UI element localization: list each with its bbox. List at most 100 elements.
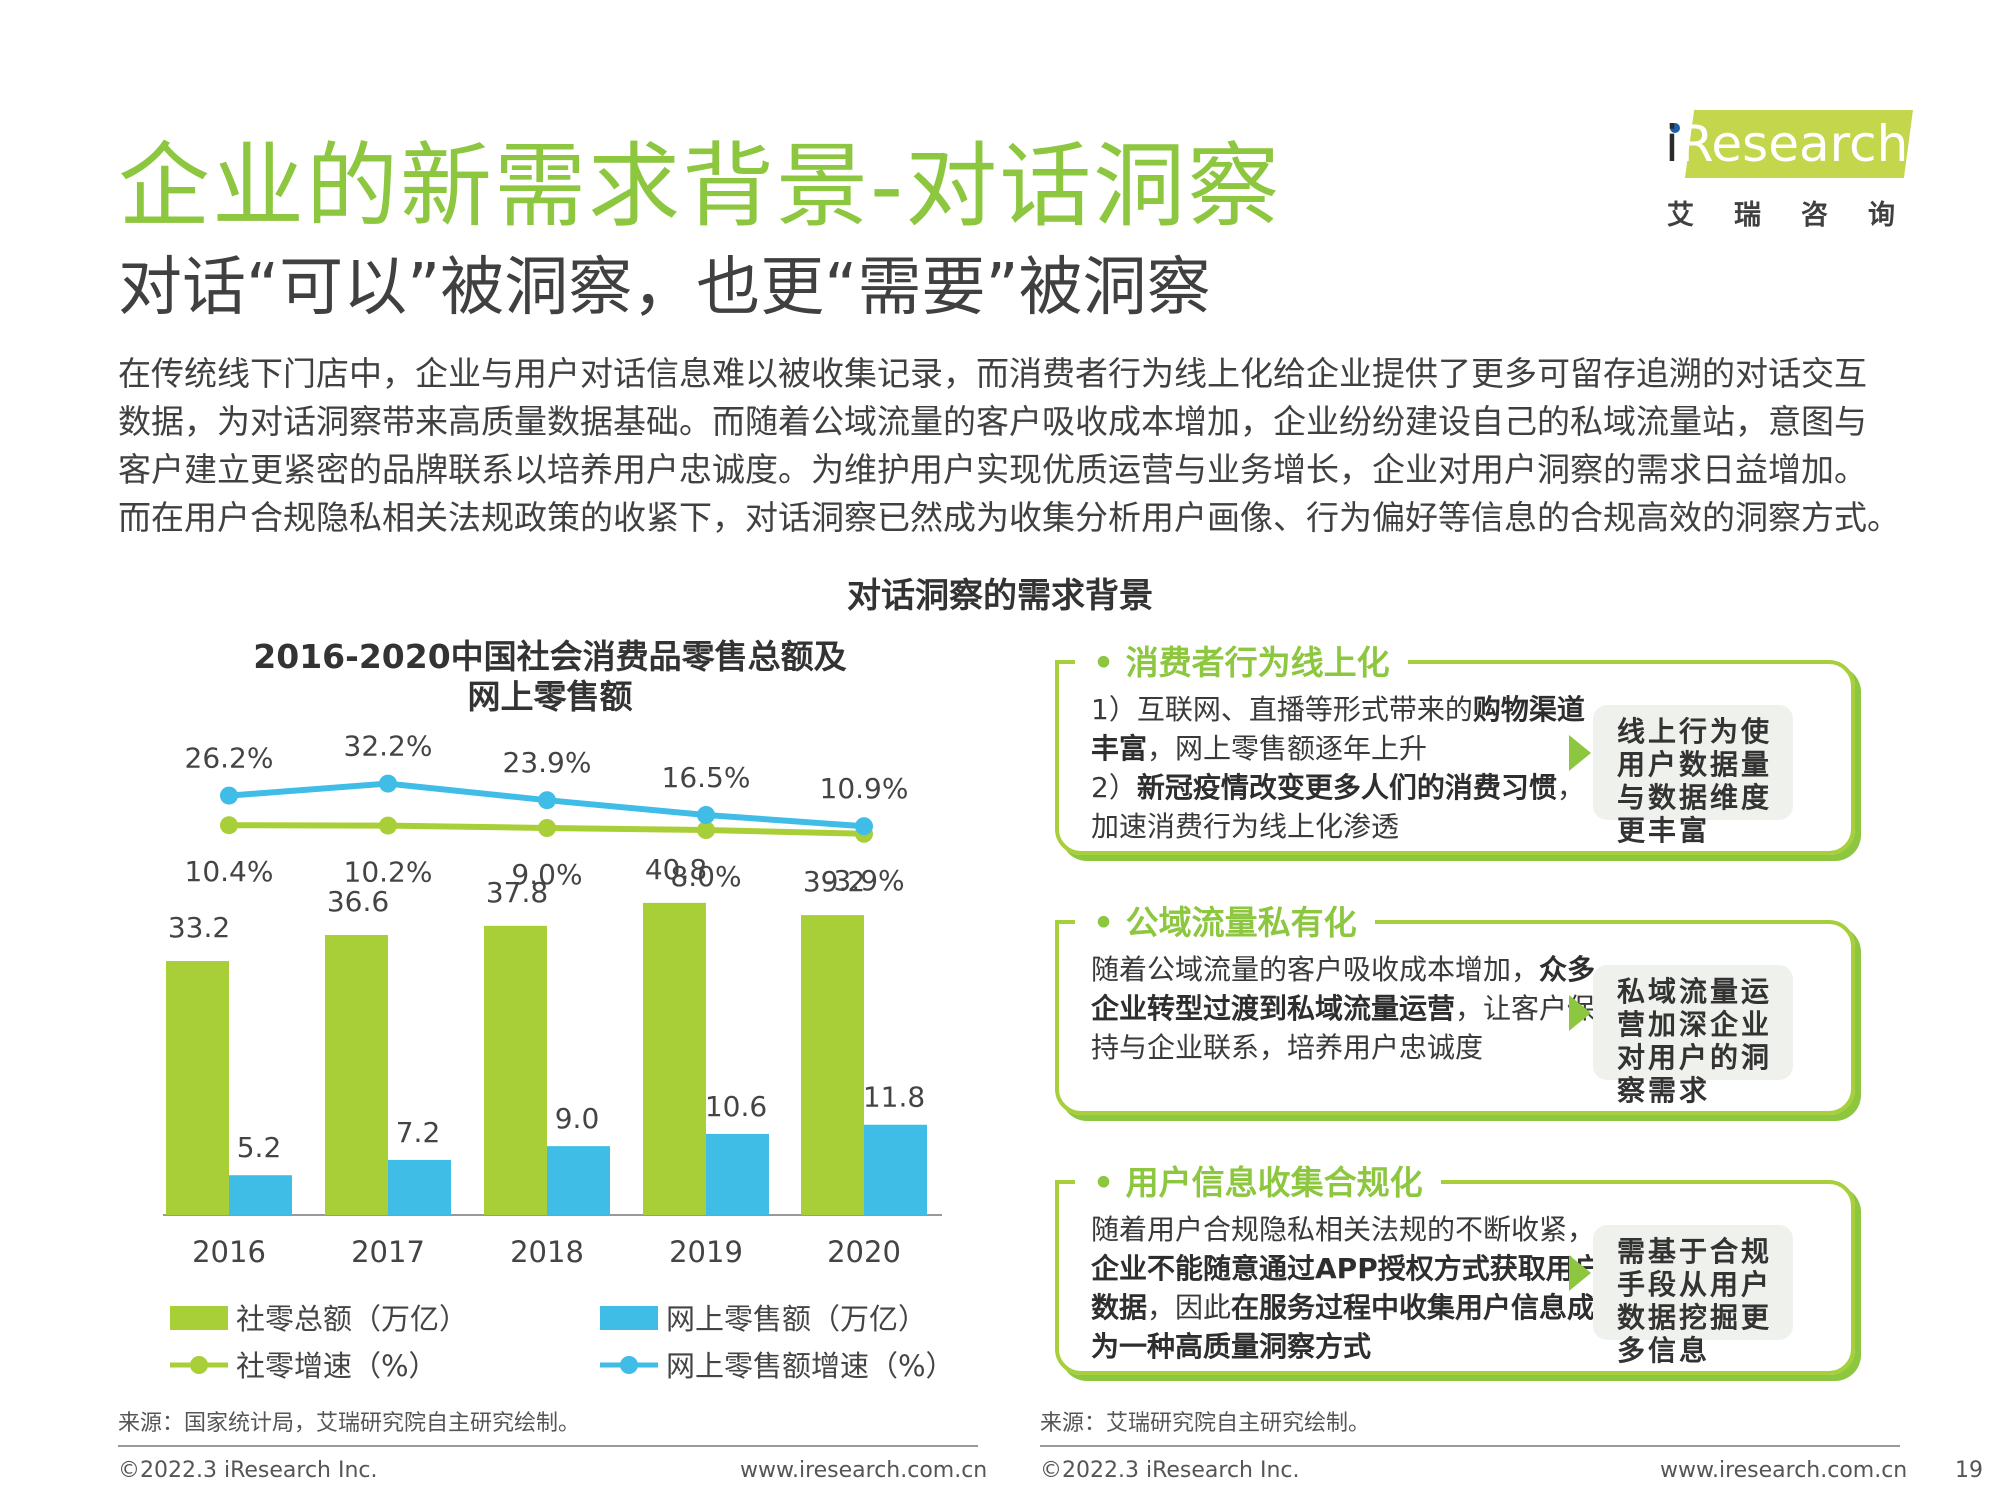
line-data-label: 9.0%: [511, 858, 582, 891]
legend-label: 社零总额（万亿）: [236, 1302, 468, 1336]
intro-line: 在传统线下门店中，企业与用户对话信息难以被收集记录，而消费者行为线上化给企业提供…: [118, 354, 1867, 393]
logo-wordmark: iResearch: [1665, 115, 1908, 173]
card-body-segment: 众多企业转型过渡到私域流量运营: [1091, 953, 1596, 1025]
line-point: [379, 774, 397, 793]
line-data-label: -3.9%: [823, 864, 904, 897]
card-heading: • 消费者行为线上化: [1075, 636, 1408, 684]
divider: [118, 1445, 978, 1447]
line-data-label: 10.4%: [185, 855, 274, 888]
source-note-right: 来源：艾瑞研究院自主研究绘制。: [1040, 1411, 1371, 1436]
card-body: 随着公域流量的客户吸收成本增加，众多企业转型过渡到私域流量运营，让客户保持与企业…: [1091, 950, 1611, 1067]
bar-data-label: 11.8: [863, 1081, 925, 1114]
arrow-right-icon: [1569, 1255, 1591, 1291]
card-heading: • 公域流量私有化: [1075, 896, 1375, 944]
legend-label: 网上零售额（万亿）: [666, 1302, 927, 1336]
line-point: [697, 821, 715, 839]
line-point: [538, 819, 556, 837]
card-frame: [1055, 920, 1855, 1115]
copyright-left: ©2022.3 iResearch Inc.: [118, 1458, 378, 1483]
line-data-label: 26.2%: [185, 742, 274, 775]
copyright-right: ©2022.3 iResearch Inc.: [1040, 1458, 1300, 1483]
card-consumer-online: • 消费者行为线上化 1）互联网、直播等形式带来的购物渠道丰富，网上零售额逐年上…: [1055, 636, 1855, 855]
line-data-label: 10.9%: [820, 772, 909, 805]
intro-line: 而在用户合规隐私相关法规政策的收紧下，对话洞察已然成为收集分析用户画像、行为偏好…: [118, 498, 1900, 537]
website-link-right[interactable]: www.iresearch.com.cn: [1660, 1458, 1908, 1483]
card-tag: 需基于合规手段从用户数据挖掘更多信息: [1569, 1225, 1793, 1367]
card-body-segment: 2）: [1091, 771, 1137, 804]
bar-data-label: 40.8: [645, 853, 707, 886]
logo-cn-text: 艾瑞咨询: [1667, 200, 1935, 231]
bar-data-label: 10.6: [705, 1090, 767, 1123]
card-compliance: • 用户信息收集合规化 随着用户合规隐私相关法规的不断收紧， 企业不能随意通过AP…: [1055, 1156, 1855, 1375]
line-data-label: 16.5%: [662, 761, 751, 794]
line-point: [697, 806, 715, 824]
card-tag: 私域流量运营加深企业对用户的洞察需求: [1569, 965, 1793, 1107]
legend-marker: [620, 1356, 638, 1374]
line-data-label: 10.2%: [344, 856, 433, 889]
logo-i: i: [1665, 115, 1679, 173]
intro-line: 客户建立更紧密的品牌联系以培养用户忠诚度。为维护用户实现优质运营与业务增长，企业…: [118, 450, 1867, 489]
card-body-segment: ，加速消费行为线上化渗透: [1091, 771, 1585, 843]
card-frame: [1055, 1180, 1855, 1375]
intro-line: 数据，为对话洞察带来高质量数据基础。而随着公域流量的客户吸收成本增加，企业纷纷建…: [118, 402, 1867, 441]
logo-background: [1685, 110, 1913, 178]
arrow-right-icon: [1569, 735, 1591, 771]
legend-marker: [190, 1356, 208, 1374]
bar-data-label: 7.2: [396, 1116, 441, 1149]
bar-online: [388, 1159, 451, 1215]
line-point: [220, 816, 238, 835]
line-data-label: 32.2%: [344, 730, 433, 763]
chart-title: 2016-2020中国社会消费品零售总额及: [253, 637, 846, 676]
bar-data-label: 9.0: [555, 1102, 600, 1135]
x-tick-label: 2016: [192, 1235, 266, 1269]
x-tick-label: 2019: [669, 1235, 743, 1269]
card-tag-text: 线上行为使用户数据量与数据维度更丰富: [1617, 715, 1773, 847]
bar-data-label: 5.2: [237, 1131, 282, 1164]
x-tick-label: 2018: [510, 1235, 584, 1269]
x-tick-label: 2017: [351, 1235, 425, 1269]
logo-dot: [1670, 123, 1680, 133]
page-subtitle: 对话“可以”被洞察，也更“需要”被洞察: [118, 251, 1211, 325]
line-data-label: 8.0%: [670, 860, 741, 893]
page-title: 企业的新需求背景-对话洞察: [118, 133, 1282, 240]
bar-total: [484, 925, 547, 1215]
card-heading: • 用户信息收集合规化: [1075, 1156, 1441, 1204]
arrow-right-icon: [1569, 995, 1591, 1031]
line-point: [855, 817, 873, 836]
bar-online: [229, 1175, 292, 1215]
bar-total: [801, 915, 864, 1215]
bar-data-label: 33.2: [168, 911, 230, 944]
line-point: [220, 786, 238, 805]
card-tag-text: 需基于合规手段从用户数据挖掘更多信息: [1617, 1235, 1773, 1367]
website-link-left[interactable]: www.iresearch.com.cn: [740, 1458, 988, 1483]
legend-swatch: [170, 1306, 228, 1330]
card-tag-text: 私域流量运营加深企业对用户的洞察需求: [1617, 975, 1773, 1107]
card-body-segment: 新冠疫情改变更多人们的消费习惯: [1136, 771, 1557, 804]
legend-swatch: [600, 1306, 658, 1330]
card-body-segment: 在服务过程中收集用户信息成为一种高质量洞察方式: [1091, 1291, 1596, 1363]
legend-label: 网上零售额增速（%）: [666, 1349, 955, 1383]
bar-total: [166, 961, 229, 1215]
card-private-traffic: • 公域流量私有化 随着公域流量的客户吸收成本增加，众多企业转型过渡到私域流量运…: [1055, 896, 1855, 1115]
line-point: [538, 791, 556, 810]
card-body: 随着用户合规隐私相关法规的不断收紧， 企业不能随意通过APP授权方式获取用户数据，…: [1091, 1210, 1611, 1366]
card-body-segment: 企业不能随意通过APP授权方式获取用户数据: [1091, 1252, 1602, 1324]
bar-data-label: 39.2: [803, 865, 865, 898]
iresearch-logo: iResearch 艾瑞咨询: [1665, 105, 1915, 235]
x-tick-label: 2020: [827, 1235, 901, 1269]
bar-total: [643, 902, 706, 1215]
line-data-label: 23.9%: [503, 746, 592, 779]
card-tag: 线上行为使用户数据量与数据维度更丰富: [1569, 705, 1793, 847]
bar-online: [706, 1133, 769, 1215]
divider: [1040, 1445, 1900, 1447]
bar-online: [547, 1146, 610, 1215]
card-frame: [1055, 660, 1855, 855]
card-body-segment: 购物渠道丰富: [1091, 693, 1585, 765]
page-number: 19: [1955, 1458, 1983, 1483]
bar-total: [325, 935, 388, 1215]
source-note-left: 来源：国家统计局，艾瑞研究院自主研究绘制。: [118, 1411, 581, 1436]
line-point: [379, 816, 397, 835]
logo-research: Research: [1678, 115, 1909, 173]
intro-paragraph: 在传统线下门店中，企业与用户对话信息难以被收集记录，而消费者行为线上化给企业提供…: [118, 350, 1918, 542]
